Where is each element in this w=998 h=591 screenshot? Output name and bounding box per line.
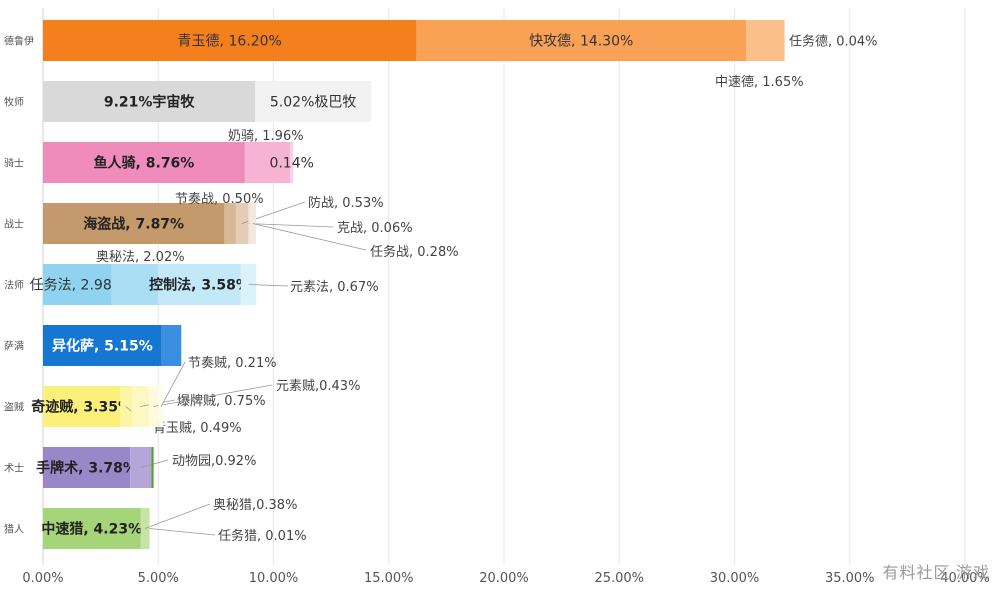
data-label: 中速猎, 4.23% — [41, 521, 142, 538]
category-label: 盗贼 — [4, 401, 24, 414]
data-label: 动物园,0.92% — [172, 454, 256, 469]
x-tick-label: 40.00% — [940, 571, 990, 586]
category-label: 牧师 — [4, 96, 24, 109]
bar-segment — [120, 386, 132, 427]
bar-segment — [43, 325, 162, 366]
data-label: 海盗战, 7.87% — [83, 216, 184, 233]
leader-line — [153, 384, 273, 407]
leader-line — [160, 361, 186, 407]
category-label: 德鲁伊 — [4, 35, 34, 48]
data-label: 手牌术, 3.78% — [36, 460, 137, 477]
bar-segment — [43, 447, 131, 488]
data-label: 节奏贼, 0.21% — [188, 356, 277, 371]
bar-segment — [224, 203, 236, 244]
leader-line — [252, 223, 367, 251]
data-label: 任务猎, 0.01% — [218, 528, 307, 544]
watermark: 有料社区 游戏 — [882, 565, 990, 582]
data-label: 克战, 0.06% — [337, 221, 413, 236]
bar-segment — [244, 142, 291, 183]
data-label: 异化萨, 5.15% — [52, 338, 153, 355]
data-label: 奶骑, 1.96% — [228, 129, 304, 144]
leader-line — [248, 223, 334, 228]
bar-segment — [255, 81, 372, 122]
x-tick-label: 0.00% — [22, 571, 63, 586]
bar-segment — [151, 447, 154, 488]
leader-line — [248, 284, 289, 287]
data-label: 任务法, 2.98% — [30, 278, 125, 294]
leader-line — [144, 503, 211, 529]
leader-line — [140, 459, 169, 468]
bar-segment — [290, 142, 294, 183]
bar-segment — [43, 508, 141, 549]
data-label: 任务德, 0.04% — [789, 34, 878, 50]
bar-segment — [43, 264, 112, 305]
data-label: 9.21%宇宙牧 — [104, 94, 196, 111]
x-tick-label: 25.00% — [594, 571, 644, 586]
category-label: 战士 — [4, 218, 24, 231]
x-tick-label: 10.00% — [249, 571, 299, 586]
x-tick-label: 30.00% — [710, 571, 760, 586]
data-label: 元素贼,0.43% — [276, 379, 360, 394]
data-label: 控制法, 3.58% — [149, 277, 250, 294]
bar-segment — [43, 386, 121, 427]
data-label: 青玉贼, 0.49% — [153, 421, 242, 436]
data-label: 青玉德, 16.20% — [178, 34, 282, 50]
data-label: 爆牌贼, 0.75% — [177, 393, 266, 409]
data-label: 任务战, 0.28% — [370, 244, 459, 260]
bar-segment — [43, 142, 245, 183]
x-tick-label: 15.00% — [364, 571, 414, 586]
data-label: 元素法, 0.67% — [290, 280, 379, 295]
data-label: 鱼人骑, 8.76% — [94, 155, 195, 172]
data-label: 防战, 0.53% — [308, 195, 384, 211]
category-label: 法师 — [4, 279, 24, 292]
leader-line — [149, 528, 216, 536]
bar-segment — [111, 264, 159, 305]
bar-segment — [784, 20, 785, 61]
data-label: 快攻德, 14.30% — [529, 34, 633, 50]
category-label: 猎人 — [4, 523, 24, 536]
bar-segment — [161, 325, 182, 366]
bar-segment — [43, 81, 256, 122]
bar-segment — [746, 20, 785, 61]
bar-segment — [43, 203, 225, 244]
category-label: 骑士 — [4, 157, 24, 170]
x-tick-label: 5.00% — [138, 571, 179, 586]
bar-segment — [43, 20, 417, 61]
data-label: 奥秘猎,0.38% — [213, 498, 297, 513]
data-label: 5.02%极巴牧 — [270, 95, 356, 111]
category-label: 术士 — [4, 462, 24, 475]
x-tick-label: 35.00% — [825, 571, 875, 586]
bar-segment — [416, 20, 747, 61]
data-label: 0.14% — [269, 156, 313, 172]
bar-segment — [158, 264, 241, 305]
data-label: 中速德, 1.65% — [715, 75, 804, 90]
x-tick-label: 20.00% — [479, 571, 529, 586]
data-label: 奥秘法, 2.02% — [96, 250, 185, 265]
category-label: 萨满 — [4, 341, 24, 353]
data-label: 奇迹贼, 3.35% — [31, 399, 132, 416]
